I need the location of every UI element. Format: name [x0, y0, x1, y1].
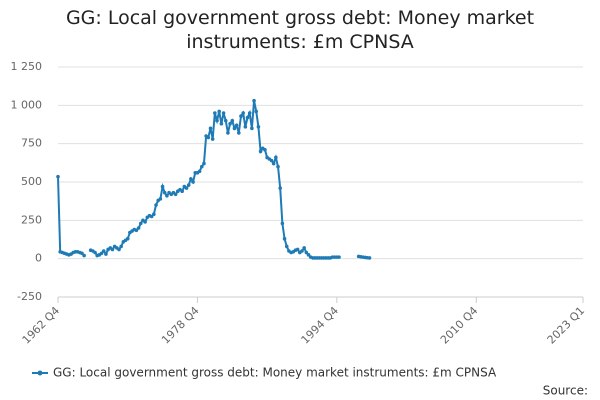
- y-tick-label: 1 250: [11, 60, 43, 73]
- data-point: [271, 161, 276, 166]
- data-point: [162, 190, 167, 195]
- data-point: [258, 149, 263, 154]
- data-point: [256, 125, 261, 129]
- data-point: [206, 135, 211, 140]
- data-point: [101, 249, 106, 253]
- x-tick-label: 1962 Q4: [20, 304, 63, 347]
- x-tick-label: 1994 Q4: [299, 304, 342, 347]
- data-point: [243, 125, 248, 129]
- data-point: [134, 228, 139, 233]
- data-point: [191, 180, 195, 184]
- data-point: [208, 126, 213, 131]
- data-point: [223, 118, 228, 123]
- data-point: [278, 186, 282, 190]
- y-tick-label: 500: [21, 175, 42, 188]
- data-point: [93, 250, 97, 255]
- data-point: [241, 111, 245, 115]
- legend-marker: [37, 370, 43, 376]
- data-point: [337, 255, 341, 259]
- data-point: [165, 194, 169, 198]
- data-point: [143, 220, 147, 224]
- data-point: [215, 118, 219, 123]
- data-point: [226, 131, 230, 135]
- data-point: [119, 244, 123, 249]
- data-point: [282, 236, 287, 241]
- data-point: [237, 131, 241, 135]
- data-point: [136, 226, 141, 230]
- data-point: [99, 251, 104, 256]
- data-point: [149, 214, 154, 219]
- data-point: [56, 174, 60, 179]
- data-point: [173, 192, 178, 197]
- data-point: [239, 114, 243, 118]
- data-point: [232, 126, 237, 131]
- data-point: [276, 164, 280, 169]
- data-point: [158, 197, 163, 201]
- y-tick-label: 1 000: [11, 98, 43, 111]
- data-point: [154, 203, 158, 207]
- data-point: [304, 250, 309, 255]
- data-point: [110, 247, 115, 252]
- data-point: [284, 244, 289, 249]
- legend-label: GG: Local government gross debt: Money m…: [53, 366, 497, 380]
- chart-title: GG: Local government gross debt: Money m…: [65, 7, 535, 53]
- data-point: [250, 126, 254, 131]
- data-point: [228, 121, 232, 126]
- data-point: [245, 115, 250, 120]
- data-point: [202, 161, 206, 166]
- data-point: [213, 111, 217, 115]
- data-point: [234, 123, 239, 128]
- data-point: [138, 221, 143, 226]
- data-point: [254, 109, 259, 114]
- y-tick-label: 750: [21, 137, 42, 150]
- data-point: [197, 169, 202, 174]
- data-point: [217, 109, 222, 114]
- data-point: [189, 177, 193, 181]
- series-line: [57, 100, 370, 259]
- data-point: [160, 184, 165, 189]
- data-point: [199, 164, 204, 169]
- data-point: [295, 247, 300, 252]
- data-point: [263, 148, 267, 152]
- data-point: [210, 137, 215, 141]
- data-point: [280, 221, 285, 226]
- data-point: [184, 186, 189, 190]
- data-point: [300, 249, 304, 253]
- x-tick-label: 2023 Q1: [545, 304, 588, 347]
- data-point: [80, 251, 84, 256]
- x-tick-label: 2010 Q4: [438, 304, 481, 347]
- data-point: [274, 155, 278, 160]
- data-point: [302, 246, 306, 250]
- data-point: [125, 236, 130, 241]
- y-tick-label: 250: [21, 213, 42, 226]
- data-point: [117, 247, 121, 252]
- data-point: [367, 256, 372, 260]
- data-point: [247, 111, 252, 115]
- data-point: [186, 183, 191, 187]
- data-point: [219, 121, 224, 126]
- data-point: [221, 111, 226, 115]
- data-point: [104, 252, 108, 256]
- y-tick-label: 0: [35, 252, 42, 265]
- source: Source:: [543, 384, 588, 398]
- data-point: [152, 212, 156, 216]
- data-point: [252, 98, 256, 103]
- data-point: [269, 158, 274, 163]
- x-tick-label: 1978 Q4: [159, 304, 202, 347]
- data-point: [180, 189, 184, 193]
- data-point: [82, 253, 86, 258]
- y-tick-label: -250: [17, 290, 42, 303]
- data-point: [230, 118, 235, 123]
- data-point: [306, 253, 311, 257]
